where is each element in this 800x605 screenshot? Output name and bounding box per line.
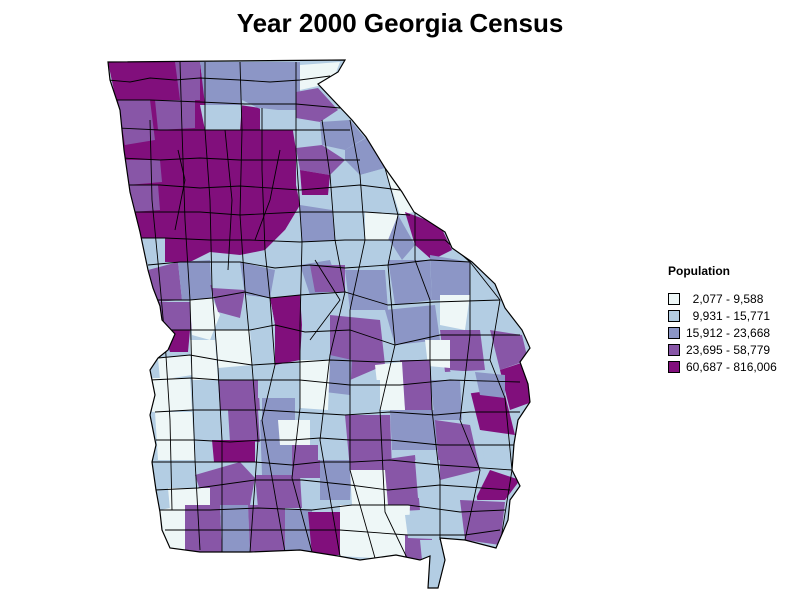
legend-swatch [668,343,680,356]
state-outline [107,59,531,589]
legend-label: 60,687 - 816,006 [686,359,777,374]
county-borders [108,61,521,561]
legend-item: 2,077 - 9,588 [668,291,798,306]
legend-item: 9,931 - 15,771 [668,308,798,323]
legend-label: 15,912 - 23,668 [686,325,771,340]
legend-item: 60,687 - 816,006 [668,359,798,374]
legend-swatch [668,309,680,322]
legend-swatch [668,326,680,339]
legend-item: 15,912 - 23,668 [668,325,798,340]
map-title: Year 2000 Georgia Census [236,8,564,38]
legend-item: 23,695 - 58,779 [668,342,798,357]
legend-swatch [668,292,680,305]
legend-title: Population [668,264,730,278]
legend-label: 23,695 - 58,779 [686,342,771,357]
legend: Population 2,077 - 9,588 9,931 - 15,771 … [668,264,798,376]
legend-swatch [668,360,680,373]
legend-items: 2,077 - 9,588 9,931 - 15,771 15,912 - 23… [668,291,798,374]
legend-label: 2,077 - 9,588 [686,291,764,306]
legend-label: 9,931 - 15,771 [686,308,771,323]
